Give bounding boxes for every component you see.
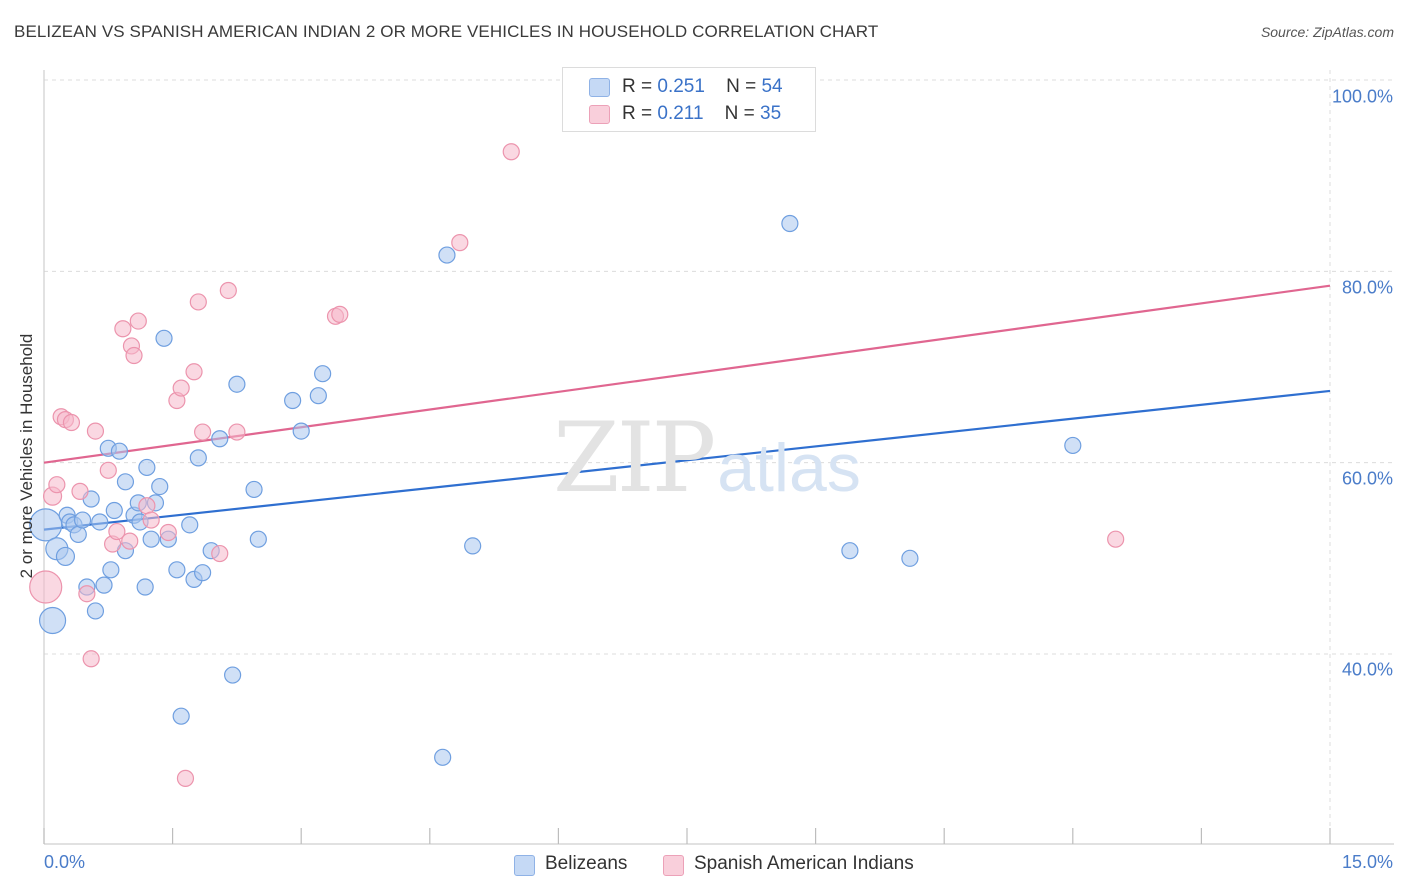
point-belizeans xyxy=(172,707,190,725)
point-spanish-american-indians xyxy=(29,570,63,604)
point-belizeans xyxy=(91,513,109,531)
y-tick-label-80: 80.0% xyxy=(1341,277,1393,298)
source-label: Source: ZipAtlas.com xyxy=(1260,24,1394,40)
point-belizeans xyxy=(110,442,129,460)
legend-n-value: 35 xyxy=(760,103,782,124)
axis-layer xyxy=(43,70,1394,845)
point-spanish-american-indians xyxy=(138,497,156,515)
point-spanish-american-indians xyxy=(176,769,195,787)
trend-layer xyxy=(43,284,1331,531)
legend-swatch-spanish-american-indians xyxy=(589,105,610,124)
point-belizeans xyxy=(102,561,120,579)
point-belizeans xyxy=(136,578,154,596)
point-spanish-american-indians xyxy=(78,585,96,603)
point-spanish-american-indians xyxy=(71,482,89,500)
point-spanish-american-indians xyxy=(159,523,177,542)
trendline-spanish-american-indians xyxy=(43,284,1331,464)
point-belizeans xyxy=(155,329,173,347)
point-belizeans xyxy=(194,564,212,582)
point-spanish-american-indians xyxy=(125,346,143,365)
point-spanish-american-indians xyxy=(121,532,139,550)
point-belizeans xyxy=(438,246,456,264)
point-belizeans xyxy=(901,549,919,567)
legend-n-label: N = xyxy=(724,103,755,124)
point-belizeans xyxy=(105,501,123,520)
y-tick-label-40: 40.0% xyxy=(1341,659,1393,680)
legend-r-value: 0.251 xyxy=(657,76,705,97)
point-spanish-american-indians xyxy=(228,423,246,441)
point-belizeans xyxy=(69,525,87,544)
point-spanish-american-indians xyxy=(451,234,469,252)
legend-r-label: R = xyxy=(622,103,653,124)
point-spanish-american-indians xyxy=(185,363,203,381)
legend-swatch-belizeans xyxy=(589,78,610,97)
point-belizeans xyxy=(138,458,156,477)
point-spanish-american-indians xyxy=(172,379,190,397)
point-spanish-american-indians xyxy=(108,522,126,541)
legend-n-value: 54 xyxy=(761,76,783,97)
point-spanish-american-indians xyxy=(48,476,66,494)
point-spanish-american-indians xyxy=(62,413,81,432)
point-belizeans xyxy=(314,365,332,383)
bottom-legend-label-spanish-american-indians: Spanish American Indians xyxy=(694,853,914,874)
point-spanish-american-indians xyxy=(114,320,132,338)
point-spanish-american-indians xyxy=(82,650,100,668)
point-belizeans xyxy=(211,430,229,448)
legend: R = 0.251 N = 54 R = 0.211 N = 35 xyxy=(562,67,816,132)
point-belizeans xyxy=(781,214,799,233)
point-belizeans xyxy=(464,537,482,555)
point-spanish-american-indians xyxy=(502,143,520,161)
point-spanish-american-indians xyxy=(219,281,237,300)
bottom-legend-label-belizeans: Belizeans xyxy=(545,853,628,874)
point-belizeans xyxy=(309,387,327,405)
point-belizeans xyxy=(224,666,242,684)
point-spanish-american-indians xyxy=(142,511,160,529)
y-axis-label: 2 or more Vehicles in Household xyxy=(17,333,36,579)
trendline-belizeans xyxy=(43,389,1331,531)
legend-r-label: R = xyxy=(622,76,653,97)
point-belizeans xyxy=(95,576,113,594)
point-belizeans xyxy=(73,511,92,529)
point-belizeans xyxy=(284,391,302,410)
x-tick-label-min: 0.0% xyxy=(44,852,86,872)
point-belizeans xyxy=(142,530,160,548)
point-belizeans xyxy=(168,561,186,579)
point-spanish-american-indians xyxy=(331,305,349,323)
point-spanish-american-indians xyxy=(189,293,207,311)
point-belizeans xyxy=(181,516,199,534)
point-belizeans xyxy=(292,422,310,440)
point-spanish-american-indians xyxy=(1107,530,1125,548)
point-belizeans xyxy=(38,606,67,635)
chart-title: BELIZEAN VS SPANISH AMERICAN INDIAN 2 OR… xyxy=(14,22,879,41)
point-belizeans xyxy=(189,449,207,467)
point-belizeans xyxy=(245,480,263,499)
point-belizeans xyxy=(249,530,267,548)
point-layer xyxy=(29,143,1125,787)
y-tick-label-60: 60.0% xyxy=(1341,468,1393,489)
point-belizeans xyxy=(116,473,135,491)
point-spanish-american-indians xyxy=(86,422,105,440)
point-spanish-american-indians xyxy=(99,461,117,479)
point-belizeans xyxy=(86,602,105,620)
bottom-legend-swatch-belizeans xyxy=(514,855,535,876)
point-belizeans xyxy=(55,546,76,567)
x-tick-label-max: 15.0% xyxy=(1341,852,1393,872)
bottom-legend-swatch-spanish-american-indians xyxy=(663,855,684,876)
point-belizeans xyxy=(841,542,859,560)
point-spanish-american-indians xyxy=(211,544,229,563)
y-tick-label-100: 100.0% xyxy=(1331,86,1393,107)
point-spanish-american-indians xyxy=(129,312,147,330)
point-belizeans xyxy=(228,375,246,393)
point-belizeans xyxy=(434,748,452,766)
legend-n-label: N = xyxy=(726,76,757,97)
legend-r-value: 0.211 xyxy=(657,103,704,124)
point-belizeans xyxy=(151,477,169,496)
point-spanish-american-indians xyxy=(194,423,212,441)
point-belizeans xyxy=(1064,436,1082,455)
